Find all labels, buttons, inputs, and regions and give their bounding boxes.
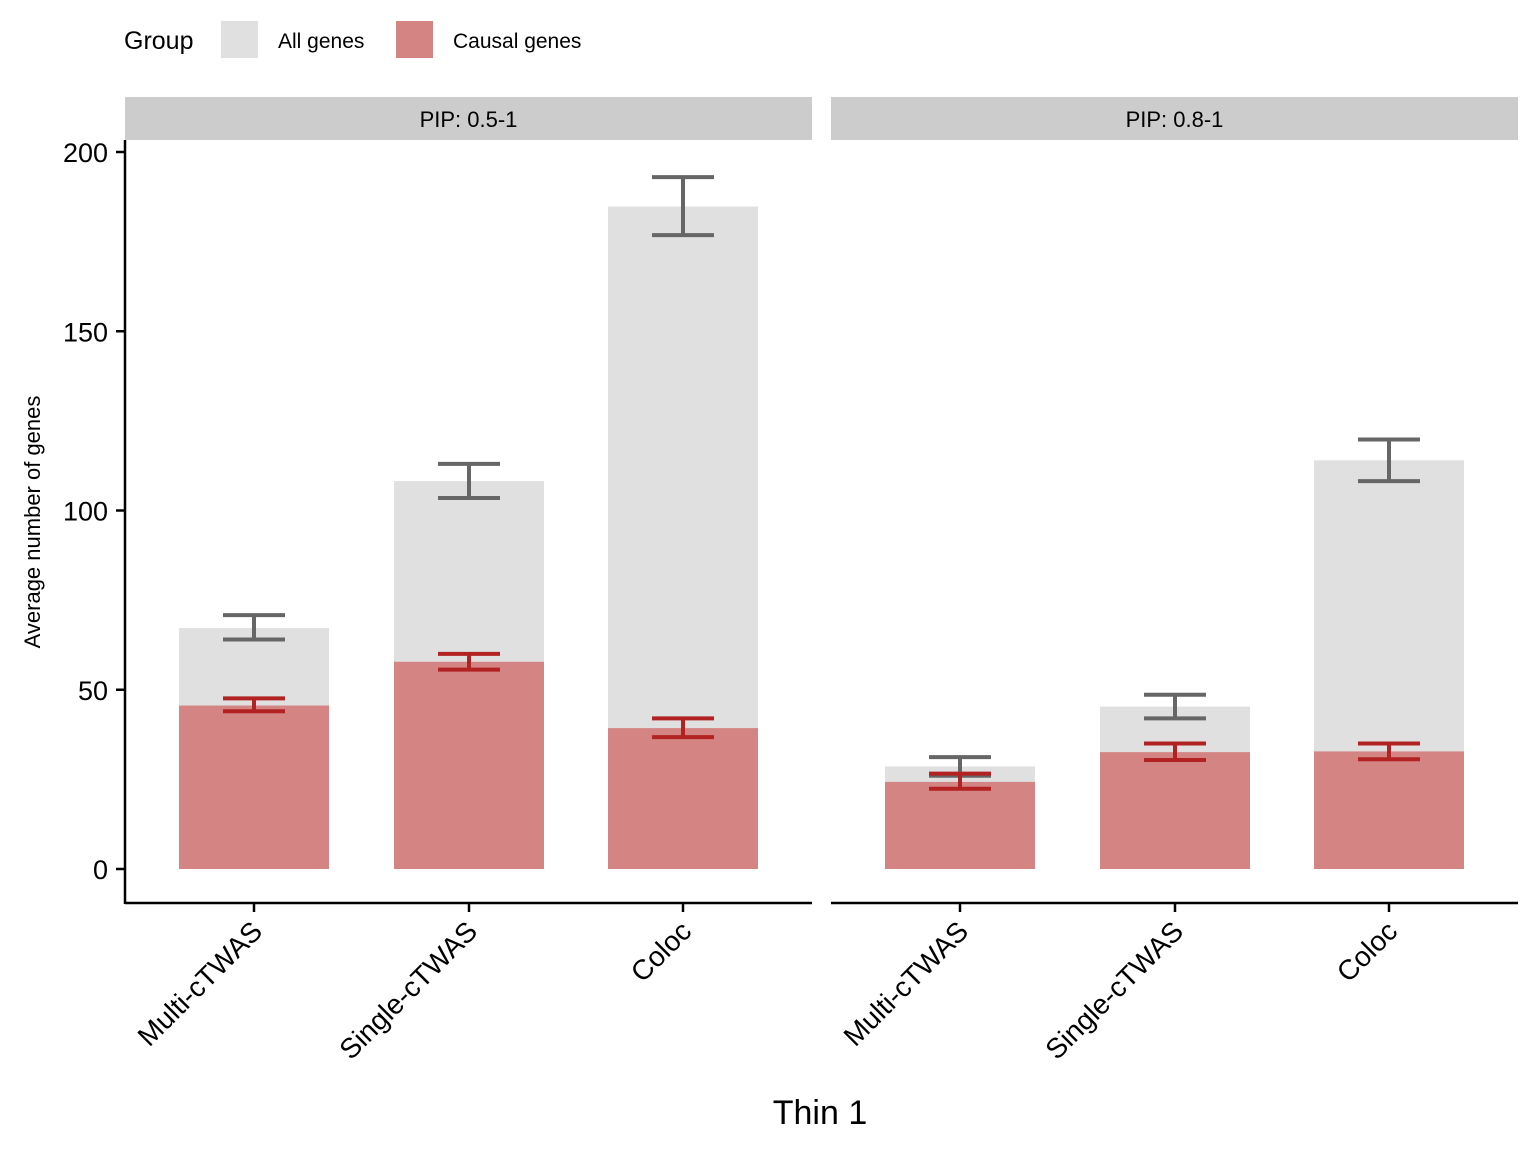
data-marks xyxy=(179,175,1464,869)
errorbar-causal-p0-c1 xyxy=(438,651,500,672)
facet-label-right: PIP: 0.8-1 xyxy=(1126,107,1224,132)
bar-causal-p1-c0 xyxy=(885,781,1035,869)
legend-title: Group xyxy=(124,27,193,55)
facet-strip-left xyxy=(125,97,812,140)
errorbar-all-p0-c1 xyxy=(438,461,500,500)
axes: 0 50 100 150 200 Multi-cTWAS Single-cTWAS Coloc… xyxy=(63,138,1518,1065)
facet-strip-right xyxy=(831,97,1518,140)
x-tick-label: Multi-cTWAS xyxy=(838,915,975,1052)
y-axis-title: Average number of genes xyxy=(20,396,45,649)
errorbar-causal-p0-c0 xyxy=(223,696,285,714)
x-axis-title: Thin 1 xyxy=(773,1094,868,1132)
legend-label-all-genes: All genes xyxy=(278,30,364,53)
errorbar-all-p1-c1 xyxy=(1144,692,1206,721)
y-tick-label: 50 xyxy=(78,676,108,706)
errorbar-all-p0-c0 xyxy=(223,613,285,642)
legend-swatch-causal-genes xyxy=(396,21,433,58)
facet-label-left: PIP: 0.5-1 xyxy=(420,107,518,132)
errorbar-causal-p1-c2 xyxy=(1358,741,1420,762)
y-tick-label: 200 xyxy=(63,138,108,168)
errorbar-causal-p1-c1 xyxy=(1144,741,1206,763)
y-tick-label: 150 xyxy=(63,317,108,347)
x-tick-label: Multi-cTWAS xyxy=(132,915,269,1052)
legend: Group All genes Causal genes xyxy=(124,21,581,58)
bar-causal-p1-c1 xyxy=(1100,752,1250,869)
legend-swatch-all-genes xyxy=(221,21,258,58)
errorbar-causal-p0-c2 xyxy=(652,716,714,740)
x-tick-label: Coloc xyxy=(625,915,698,988)
y-tick-label: 100 xyxy=(63,497,108,527)
x-tick-label: Single-cTWAS xyxy=(333,915,483,1065)
y-tick-label: 0 xyxy=(93,855,108,885)
x-tick-label: Single-cTWAS xyxy=(1039,915,1189,1065)
legend-label-causal-genes: Causal genes xyxy=(453,30,581,53)
errorbar-all-p0-c2 xyxy=(652,175,714,238)
x-tick-label: Coloc xyxy=(1331,915,1404,988)
errorbar-all-p1-c2 xyxy=(1358,437,1420,484)
bar-causal-p0-c2 xyxy=(608,728,758,869)
errorbar-causal-p1-c0 xyxy=(929,771,991,791)
bar-causal-p1-c2 xyxy=(1314,751,1464,869)
bar-causal-p0-c0 xyxy=(179,705,329,869)
bar-causal-p0-c1 xyxy=(394,661,544,869)
